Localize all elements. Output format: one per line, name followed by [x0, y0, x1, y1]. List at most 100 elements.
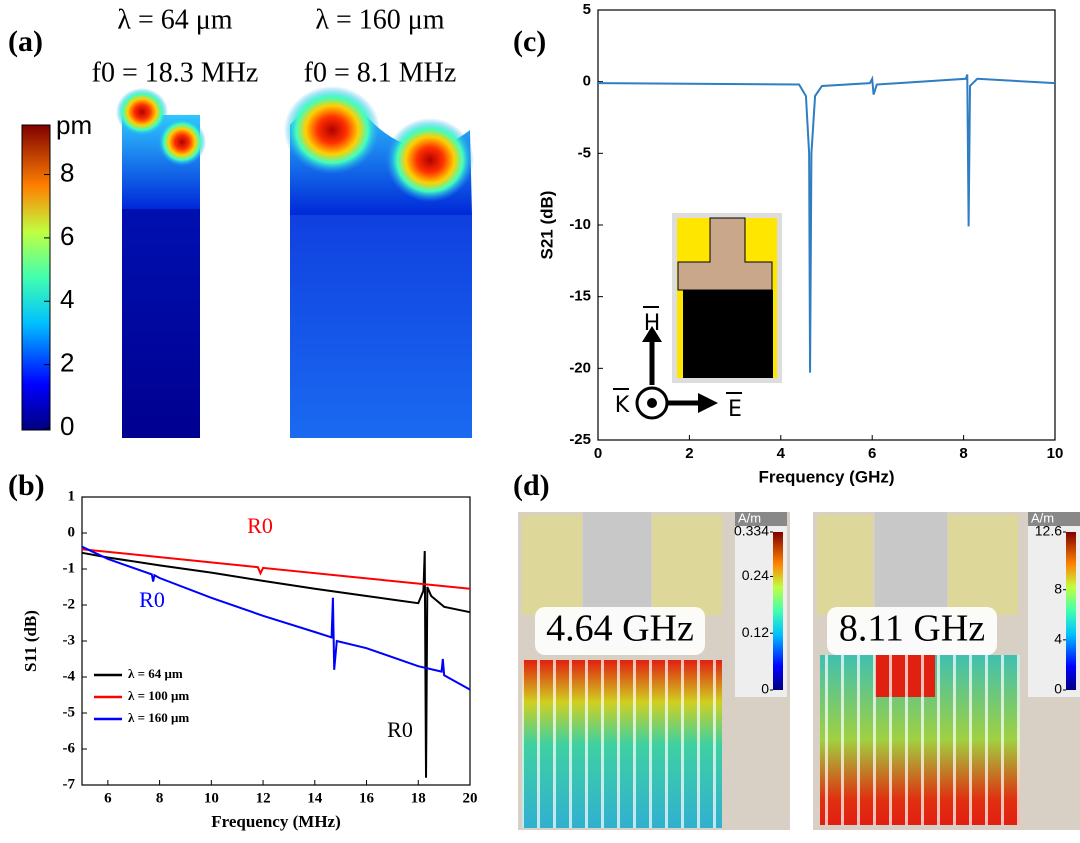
- field-maps: A/m 0 0.12 0.24 0.334 4.64 GHz A/m 0 4 8 12.6 8.11 …: [535, 510, 1080, 697]
- panel-label: (a): [8, 25, 43, 58]
- y-tick-label: -20: [569, 359, 591, 376]
- y-axis-label: S21 (dB): [537, 191, 556, 260]
- field-map: [817, 515, 873, 615]
- freq-box: [827, 607, 997, 655]
- x-axis-label: Frequency (GHz): [758, 467, 894, 486]
- y-tick-label: -5: [578, 144, 591, 161]
- y-tick-label: 5: [583, 1, 591, 18]
- colorbar-tick-label: 4: [60, 284, 74, 314]
- field-map: [820, 655, 1020, 825]
- mode-frequency: f0 = 8.1 MHz: [304, 57, 457, 88]
- series-line: [81, 550, 471, 778]
- colorbar: [773, 532, 783, 690]
- colorbar-unit: A/m: [738, 510, 761, 525]
- panel-label: (d): [513, 469, 550, 502]
- colorbar-unit: A/m: [1031, 510, 1054, 525]
- colorbar: [21, 124, 51, 431]
- annotation: R0: [139, 587, 165, 612]
- annotation: R0: [387, 717, 413, 742]
- k-dot: [647, 398, 657, 408]
- y-tick-label: 0: [68, 524, 76, 540]
- arrowhead: [698, 393, 718, 413]
- colorbar-tick-label: 0.12: [742, 624, 769, 640]
- y-axis-label: S11 (dB): [21, 610, 40, 672]
- x-tick-label: 18: [411, 790, 426, 806]
- mode-shape: [122, 208, 200, 438]
- mode-wavelength: λ = 160 μm: [315, 4, 444, 35]
- x-tick-label: 4: [777, 445, 786, 462]
- colorbar-tick-label: 8: [1054, 580, 1062, 596]
- colorbar-header: [735, 512, 787, 526]
- colorbar-tick-label: 8: [60, 157, 74, 187]
- x-tick-label: 10: [204, 790, 219, 806]
- colorbar-unit: pm: [56, 110, 92, 140]
- panel-a: (a) λ = 64 μm f0 = 18.3 MHz λ = 160 μm f…: [8, 4, 474, 441]
- x-tick-label: 8: [959, 445, 967, 462]
- y-tick-label: -25: [569, 431, 591, 448]
- x-tick-label: 10: [1047, 445, 1064, 462]
- colorbar-tick-label: 0: [60, 411, 74, 441]
- inset: H K E: [613, 213, 782, 422]
- mode-frequency: f0 = 18.3 MHz: [92, 57, 259, 88]
- x-tick-label: 2: [685, 445, 693, 462]
- plot-frame: [597, 9, 1056, 441]
- colorbar-header: [1028, 512, 1080, 526]
- x-tick-label: 0: [594, 445, 602, 462]
- arrowhead: [642, 326, 662, 342]
- y-tick-label: -4: [63, 668, 76, 684]
- y-tick-label: -2: [63, 596, 76, 612]
- mode-wavelength: λ = 64 μm: [117, 4, 232, 35]
- freq-label: 4.64 GHz: [546, 608, 694, 650]
- x-tick-label: 6: [868, 445, 876, 462]
- field-map: [948, 515, 1018, 615]
- mode-shape: [290, 215, 472, 438]
- panel-d: (d) A/m 0 0.12 0.24 0.334 4.64 GHz A/m 0 4 8 12.6 8…: [513, 469, 1080, 830]
- y-tick-label: -7: [63, 776, 76, 792]
- series-line: [81, 545, 471, 691]
- x-tick-label: 6: [104, 790, 112, 806]
- series-line: [597, 74, 1056, 373]
- legend-label: λ = 64 μm: [128, 666, 183, 681]
- colorbar-ticks: 0 2 4 6 8: [44, 157, 74, 441]
- panel-label: (c): [513, 25, 546, 58]
- y-tick-label: -15: [569, 288, 591, 305]
- inset-substrate: [683, 290, 773, 378]
- colorbar-tick-label: 2: [60, 348, 74, 378]
- y-tick-label: -10: [569, 216, 591, 233]
- colorbar-tick-label: 12.6: [1035, 523, 1062, 539]
- x-tick-label: 14: [307, 790, 323, 806]
- colorbar-tick-label: 0.24: [742, 567, 769, 583]
- x-tick-label: 8: [156, 790, 164, 806]
- inset-label: E: [728, 397, 742, 422]
- y-tick-label: -3: [63, 632, 76, 648]
- hotspot: [158, 118, 206, 166]
- legend-label: λ = 100 μm: [128, 688, 189, 703]
- legend-label: λ = 160 μm: [128, 710, 189, 725]
- hotspot: [284, 86, 380, 174]
- annotation: R0: [247, 513, 273, 538]
- field-map: [522, 515, 582, 615]
- freq-label: 8.11 GHz: [839, 608, 985, 650]
- field-map: [522, 660, 722, 828]
- colorbar-tick-label: 4: [1054, 631, 1062, 647]
- series-line: [81, 548, 471, 590]
- colorbar-tick-label: 0: [761, 681, 769, 697]
- inset-label: H: [644, 311, 661, 336]
- chart: -25 -20 -15 -10 -5 0 5 0 2 4 6 8 10 Frequency (GHz) S2…: [537, 1, 1063, 487]
- panel-c: (c): [513, 25, 546, 58]
- y-tick-label: 0: [583, 73, 591, 90]
- colorbar: [1066, 532, 1076, 690]
- colorbar-tick-label: 0: [1054, 681, 1062, 697]
- hotspot: [386, 118, 474, 202]
- field-map: [652, 515, 722, 615]
- colorbar-tick-label: 0.334: [734, 523, 769, 539]
- y-tick-label: 1: [68, 488, 76, 504]
- panel-label: (b): [8, 469, 45, 502]
- panel-b: (b): [8, 469, 45, 502]
- hotspot: [116, 88, 168, 136]
- x-axis-label: Frequency (MHz): [211, 812, 341, 831]
- freq-box: [535, 607, 705, 655]
- y-tick-label: -1: [63, 560, 76, 576]
